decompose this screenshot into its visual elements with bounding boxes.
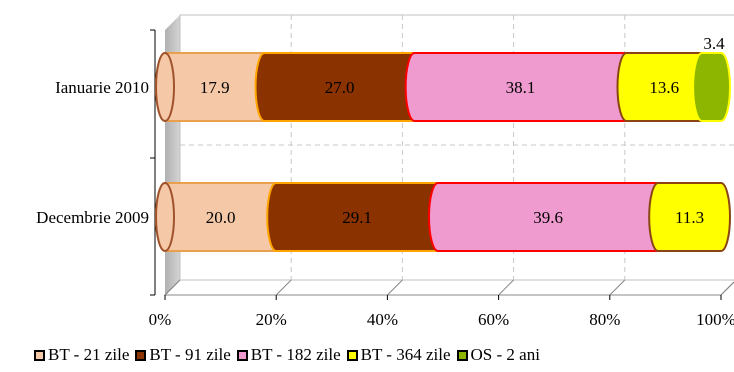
labels-layer: 0% 20% 40% 60% 80% 100% 17.9 27.0 38.1 13.6 3.4 Ian… (36, 34, 734, 329)
floor-gridline (609, 279, 626, 296)
floor-gridline (387, 279, 403, 296)
legend-item: BT - 91 zile (135, 345, 231, 365)
x-tick-label: 80% (589, 310, 620, 329)
legend-label: BT - 91 zile (149, 345, 231, 364)
legend-label: BT - 364 zile (360, 345, 451, 364)
x-tick-label: 0% (149, 310, 172, 329)
floor-gridline (498, 279, 514, 296)
data-label: 3.4 (703, 34, 725, 53)
floor-gridline (164, 279, 181, 296)
bar-segment (692, 52, 731, 122)
legend-item: BT - 21 zile (34, 345, 129, 365)
data-label: 17.9 (200, 78, 230, 97)
stacked-bar-chart: 0% 20% 40% 60% 80% 100% 17.9 27.0 38.1 13.6 3.4 Ian… (36, 14, 734, 329)
category-label: Decembrie 2009 (36, 208, 149, 227)
legend-swatch (135, 349, 147, 361)
legend-label: OS - 2 ani (470, 345, 540, 364)
x-tick-label: 40% (367, 310, 398, 329)
floor (163, 279, 734, 296)
x-tick-label: 100% (696, 310, 734, 329)
category-label: Ianuarie 2010 (55, 78, 149, 97)
bars-layer (155, 52, 731, 252)
data-label: 27.0 (325, 78, 355, 97)
bar-segment (648, 182, 731, 252)
legend-item: OS - 2 ani (456, 345, 540, 365)
legend-swatch (236, 349, 248, 361)
data-label: 39.6 (533, 208, 563, 227)
floor-gridline (275, 279, 292, 296)
data-label: 38.1 (506, 78, 536, 97)
legend-swatch (456, 349, 468, 361)
legend-item: BT - 364 zile (346, 345, 451, 365)
legend-swatch (346, 349, 358, 361)
data-label: 29.1 (342, 208, 372, 227)
legend-item: BT - 182 zile (236, 345, 341, 365)
legend-swatch (34, 349, 45, 361)
data-label: 13.6 (649, 78, 679, 97)
legend: BT - 21 zile BT - 91 zile BT - 182 zile BT … (34, 345, 546, 365)
data-label: 11.3 (675, 208, 704, 227)
bar-end-cap (155, 52, 175, 122)
x-tick-label: 60% (478, 310, 509, 329)
legend-label: BT - 21 zile (48, 345, 130, 364)
bar-end-cap (155, 182, 175, 252)
legend-label: BT - 182 zile (250, 345, 341, 364)
data-label: 20.0 (206, 208, 236, 227)
back-wall (179, 14, 734, 281)
x-tick-label: 20% (256, 310, 287, 329)
